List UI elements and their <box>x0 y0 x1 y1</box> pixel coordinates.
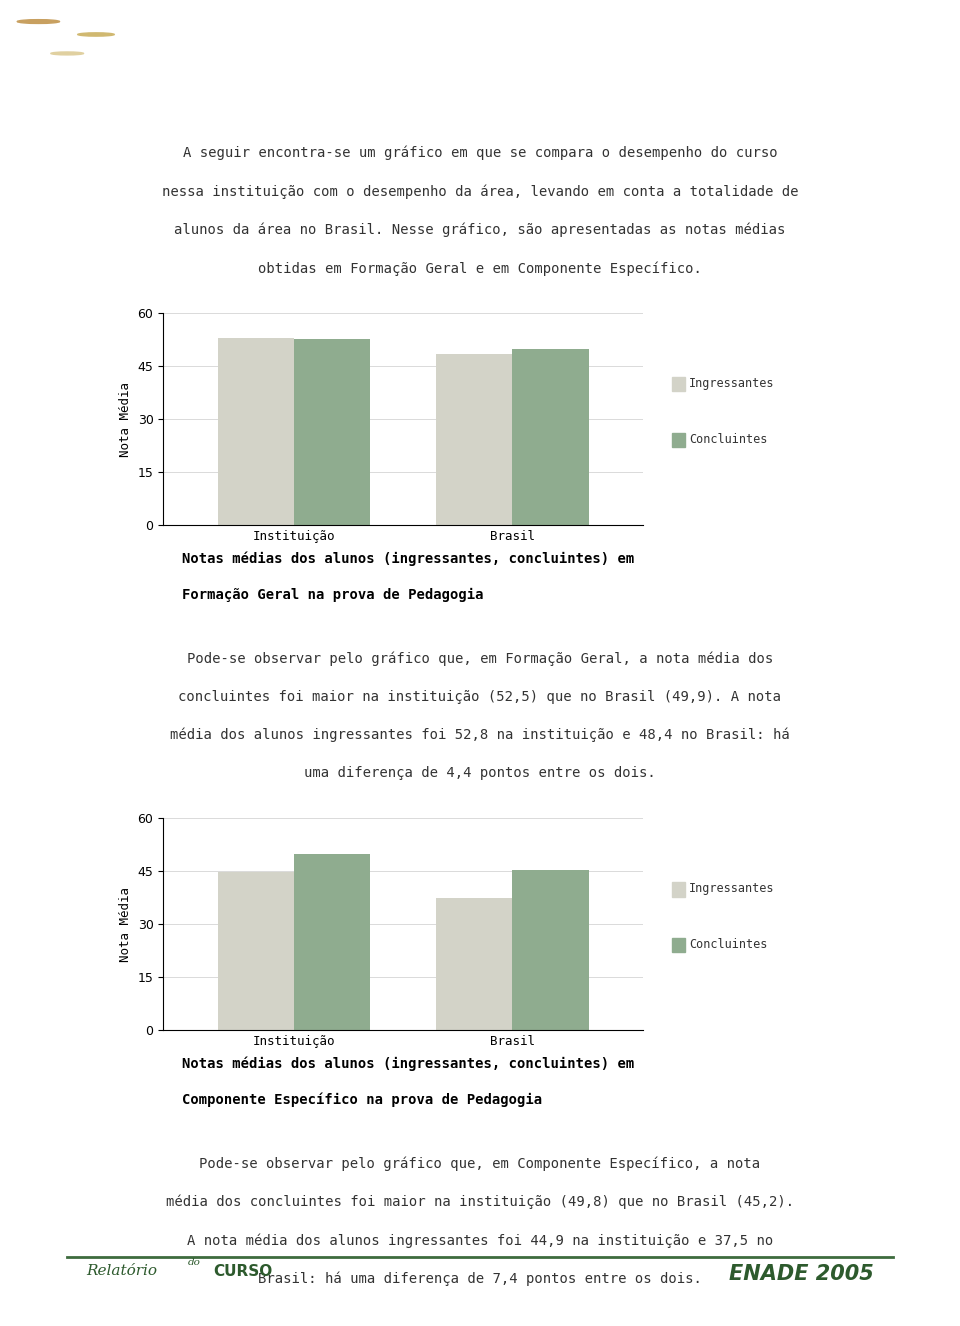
Text: obtidas em Formação Geral e em Componente Específico.: obtidas em Formação Geral e em Component… <box>258 261 702 276</box>
Text: Relatório: Relatório <box>86 1264 157 1278</box>
Y-axis label: Nota Média: Nota Média <box>119 887 132 961</box>
Bar <box>294 854 371 1030</box>
Bar <box>436 354 513 525</box>
Text: nessa instituição com o desempenho da área, levando em conta a totalidade de: nessa instituição com o desempenho da ár… <box>161 184 799 199</box>
Bar <box>672 377 685 391</box>
Text: do: do <box>188 1258 201 1268</box>
Text: A seguir encontra-se um gráfico em que se compara o desempenho do curso: A seguir encontra-se um gráfico em que s… <box>182 146 778 160</box>
Text: Notas médias dos alunos (ingressantes, concluintes) em: Notas médias dos alunos (ingressantes, c… <box>182 552 635 566</box>
Text: INEP: INEP <box>814 17 952 69</box>
Bar <box>294 339 371 525</box>
Text: A nota média dos alunos ingressantes foi 44,9 na instituição e 37,5 no: A nota média dos alunos ingressantes foi… <box>187 1233 773 1248</box>
Text: média dos alunos ingressantes foi 52,8 na instituição e 48,4 no Brasil: há: média dos alunos ingressantes foi 52,8 n… <box>170 728 790 743</box>
Bar <box>672 937 685 952</box>
Bar <box>672 432 685 447</box>
Bar <box>436 898 513 1030</box>
Text: uma diferença de 4,4 pontos entre os dois.: uma diferença de 4,4 pontos entre os doi… <box>304 766 656 781</box>
Circle shape <box>78 33 114 36</box>
Text: Componente Específico na prova de Pedagogia: Componente Específico na prova de Pedago… <box>182 1093 542 1107</box>
Bar <box>672 882 685 896</box>
Bar <box>513 349 588 525</box>
Text: Pode-se observar pelo gráfico que, em Formação Geral, a nota média dos: Pode-se observar pelo gráfico que, em Fo… <box>187 651 773 666</box>
Text: Pode-se observar pelo gráfico que, em Componente Específico, a nota: Pode-se observar pelo gráfico que, em Co… <box>200 1156 760 1171</box>
Bar <box>218 871 294 1030</box>
Text: Notas médias dos alunos (ingressantes, concluintes) em: Notas médias dos alunos (ingressantes, c… <box>182 1057 635 1071</box>
Bar <box>513 870 588 1030</box>
Circle shape <box>51 52 84 54</box>
Text: Concluintes: Concluintes <box>689 432 768 446</box>
Text: Concluintes: Concluintes <box>689 937 768 951</box>
Text: ENADE 2005: ENADE 2005 <box>729 1264 874 1284</box>
Text: Ingressantes: Ingressantes <box>689 377 775 390</box>
Text: média dos concluintes foi maior na instituição (49,8) que no Brasil (45,2).: média dos concluintes foi maior na insti… <box>166 1195 794 1209</box>
Text: CURSO: CURSO <box>213 1264 273 1278</box>
Circle shape <box>17 20 60 24</box>
Text: concluintes foi maior na instituição (52,5) que no Brasil (49,9). A nota: concluintes foi maior na instituição (52… <box>179 690 781 704</box>
Text: Brasil: há uma diferença de 7,4 pontos entre os dois.: Brasil: há uma diferença de 7,4 pontos e… <box>258 1272 702 1286</box>
Text: alunos da área no Brasil. Nesse gráfico, são apresentadas as notas médias: alunos da área no Brasil. Nesse gráfico,… <box>175 223 785 237</box>
Text: Ingressantes: Ingressantes <box>689 882 775 895</box>
Bar <box>218 338 294 525</box>
Text: Formação Geral na prova de Pedagogia: Formação Geral na prova de Pedagogia <box>182 587 484 602</box>
Y-axis label: Nota Média: Nota Média <box>119 382 132 456</box>
